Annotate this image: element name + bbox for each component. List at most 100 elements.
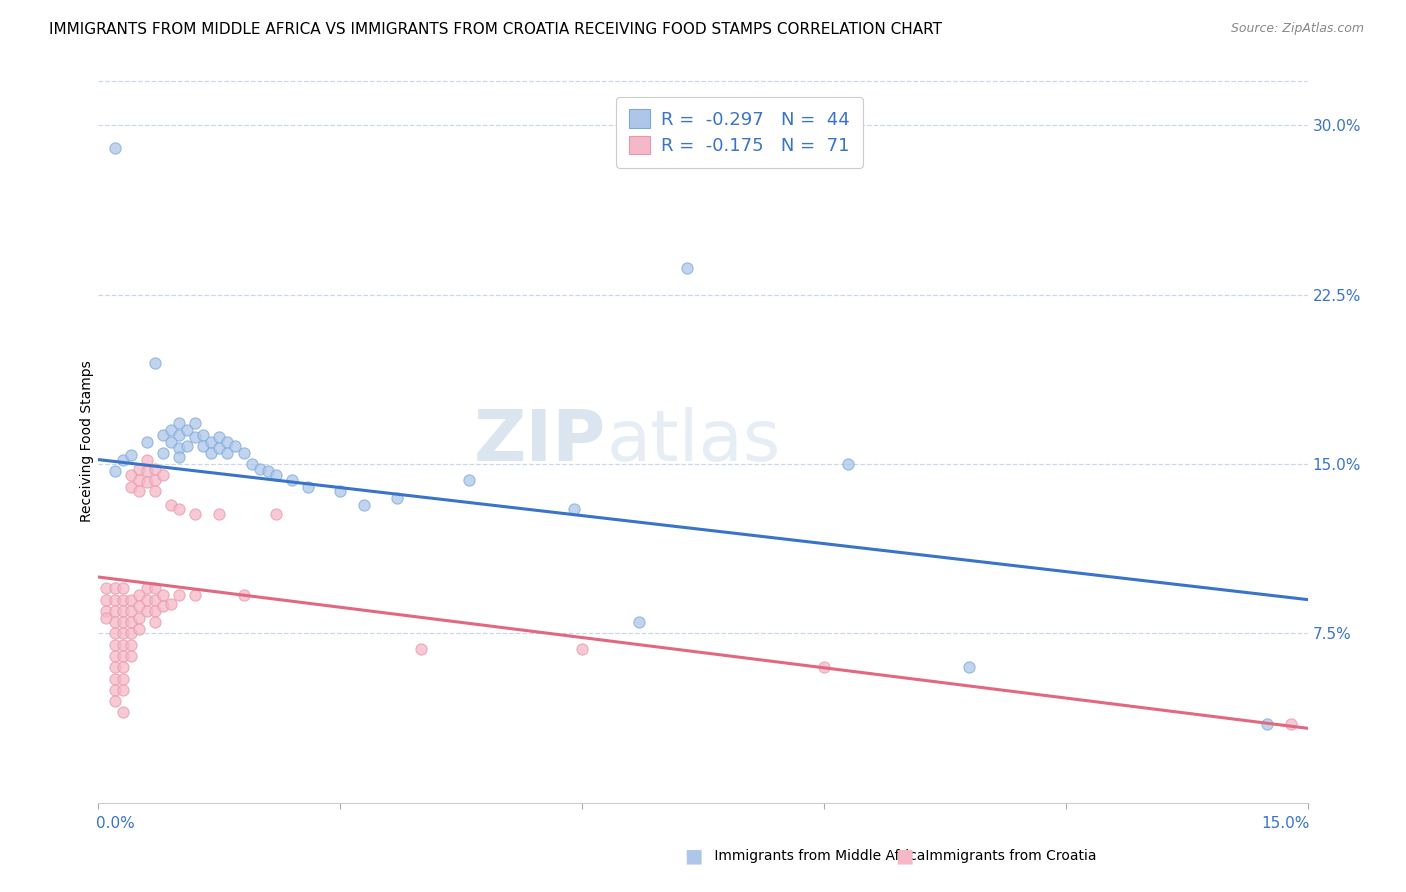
Point <box>232 446 254 460</box>
Point <box>193 427 215 442</box>
Point <box>837 457 859 471</box>
Point <box>167 502 190 516</box>
Point <box>167 450 190 465</box>
Point <box>217 446 239 460</box>
Point <box>458 473 481 487</box>
Point <box>96 604 118 618</box>
Point <box>111 660 134 674</box>
Point <box>135 582 157 596</box>
Point <box>103 682 125 697</box>
Point <box>120 615 142 630</box>
Point <box>111 604 134 618</box>
Point <box>208 442 231 456</box>
Point <box>571 642 593 657</box>
Point <box>167 442 190 456</box>
Text: Immigrants from Middle Africa: Immigrants from Middle Africa <box>710 849 925 863</box>
Point <box>184 430 207 444</box>
Point <box>176 439 198 453</box>
Point <box>128 461 150 475</box>
Point <box>128 599 150 614</box>
Point <box>103 604 125 618</box>
Text: atlas: atlas <box>606 407 780 476</box>
Point <box>128 622 150 636</box>
Text: ZIP: ZIP <box>474 407 606 476</box>
Point <box>103 694 125 708</box>
Point <box>329 484 352 499</box>
Point <box>143 484 166 499</box>
Point <box>160 423 183 437</box>
Point <box>264 468 287 483</box>
Point <box>143 604 166 618</box>
Point <box>111 682 134 697</box>
Point <box>111 648 134 663</box>
Point <box>957 660 980 674</box>
Point <box>120 604 142 618</box>
Point <box>120 626 142 640</box>
Text: ■: ■ <box>685 847 703 866</box>
Point <box>135 475 157 490</box>
Point <box>128 610 150 624</box>
Point <box>264 507 287 521</box>
Point <box>562 502 585 516</box>
Point <box>167 588 190 602</box>
Point <box>184 417 207 431</box>
Point <box>111 638 134 652</box>
Point <box>120 448 142 462</box>
Point <box>111 626 134 640</box>
Point <box>135 452 157 467</box>
Point <box>813 660 835 674</box>
Point <box>96 582 118 596</box>
Point <box>135 434 157 449</box>
Point <box>240 457 263 471</box>
Text: IMMIGRANTS FROM MIDDLE AFRICA VS IMMIGRANTS FROM CROATIA RECEIVING FOOD STAMPS C: IMMIGRANTS FROM MIDDLE AFRICA VS IMMIGRA… <box>49 22 942 37</box>
Point <box>103 638 125 652</box>
Point <box>152 588 174 602</box>
Point <box>167 427 190 442</box>
Point <box>385 491 408 505</box>
Point <box>111 706 134 720</box>
Point <box>1256 716 1278 731</box>
Point <box>103 672 125 686</box>
Point <box>143 473 166 487</box>
Point <box>143 582 166 596</box>
Point <box>353 498 375 512</box>
Point <box>120 638 142 652</box>
Point <box>120 468 142 483</box>
Point <box>627 615 650 630</box>
Point <box>96 610 118 624</box>
Point <box>96 592 118 607</box>
Point <box>217 434 239 449</box>
Point <box>103 582 125 596</box>
Point <box>128 473 150 487</box>
Legend: R =  -0.297   N =  44, R =  -0.175   N =  71: R = -0.297 N = 44, R = -0.175 N = 71 <box>616 96 862 168</box>
Point <box>135 464 157 478</box>
Text: Immigrants from Croatia: Immigrants from Croatia <box>921 849 1097 863</box>
Point <box>232 588 254 602</box>
Point <box>160 498 183 512</box>
Point <box>208 430 231 444</box>
Point <box>120 480 142 494</box>
Point <box>128 484 150 499</box>
Point <box>152 468 174 483</box>
Point <box>281 473 304 487</box>
Point <box>135 604 157 618</box>
Point <box>103 660 125 674</box>
Point <box>143 461 166 475</box>
Point <box>256 464 278 478</box>
Point <box>200 446 222 460</box>
Point <box>167 417 190 431</box>
Point <box>111 592 134 607</box>
Point <box>176 423 198 437</box>
Point <box>200 434 222 449</box>
Point <box>208 507 231 521</box>
Point <box>152 599 174 614</box>
Point <box>120 592 142 607</box>
Point <box>103 626 125 640</box>
Point <box>160 434 183 449</box>
Point <box>135 592 157 607</box>
Point <box>152 446 174 460</box>
Point <box>111 672 134 686</box>
Point <box>103 141 125 155</box>
Y-axis label: Receiving Food Stamps: Receiving Food Stamps <box>80 360 94 523</box>
Point <box>224 439 246 453</box>
